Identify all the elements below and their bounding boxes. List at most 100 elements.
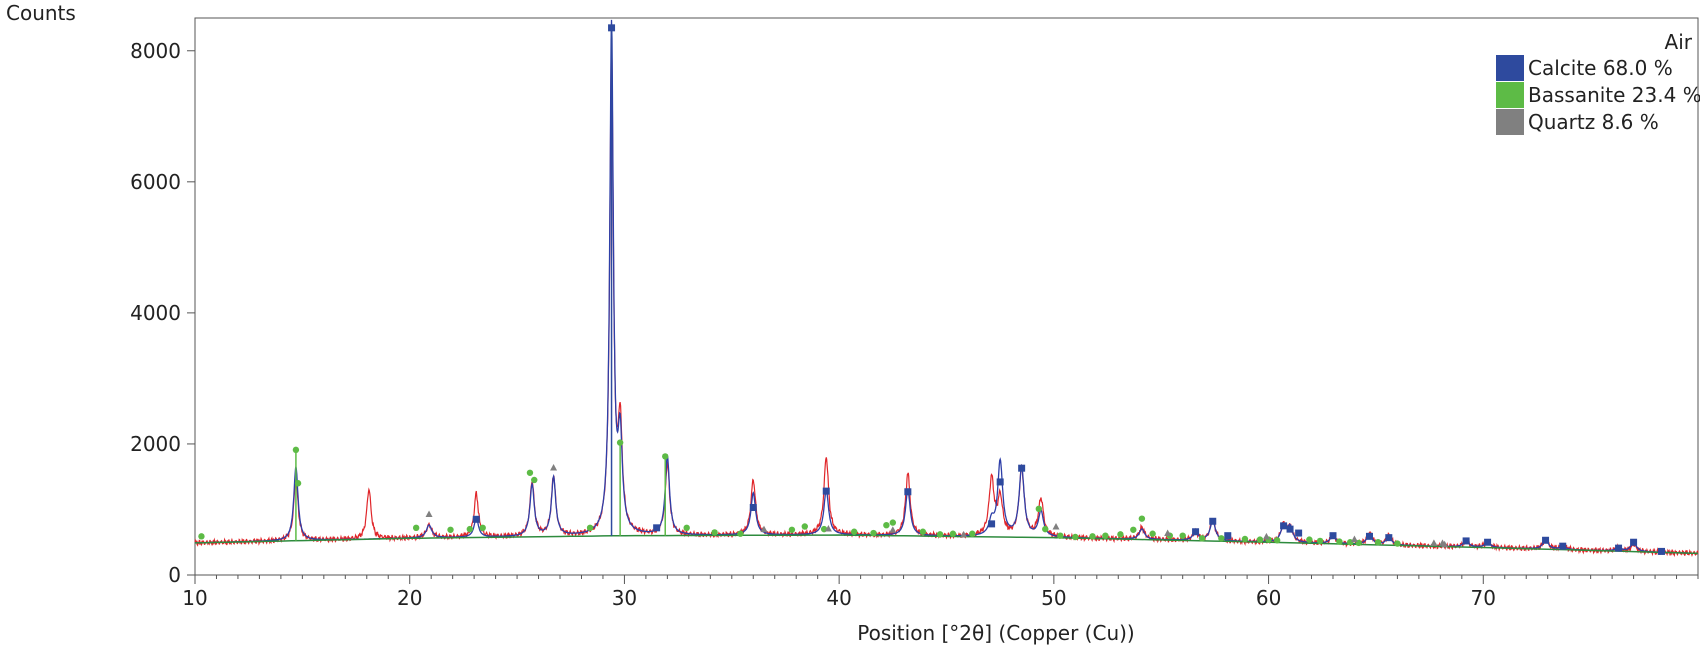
x-tick-label: 50 (1041, 586, 1066, 610)
bassanite-marker (883, 521, 890, 529)
bassanite-marker (1241, 535, 1249, 543)
bassanite-marker (1102, 532, 1109, 539)
bassanite-marker (479, 524, 486, 532)
bassanite-marker (1130, 526, 1137, 533)
bassanite-marker (969, 530, 976, 537)
y-tick-label: 0 (168, 563, 181, 587)
calcite-marker (1484, 538, 1492, 546)
calcite-marker (1295, 529, 1303, 537)
bassanite-marker (683, 524, 690, 532)
calcite-marker (1018, 464, 1026, 472)
bassanite-marker (889, 519, 897, 526)
x-tick-label: 20 (397, 586, 422, 610)
legend-label: Bassanite 23.4 % (1528, 83, 1700, 107)
bassanite-marker (1336, 538, 1343, 545)
legend-title: Air (1665, 30, 1693, 54)
quartz-marker (1052, 523, 1060, 530)
bassanite-marker (1035, 505, 1043, 513)
legend-swatch (1496, 82, 1524, 108)
calcite-marker (749, 504, 757, 512)
y-tick-label: 6000 (130, 170, 181, 194)
quartz-marker (1350, 535, 1358, 542)
bassanite-marker (1179, 532, 1186, 539)
calcite-marker (653, 524, 661, 532)
bassanite-marker (198, 533, 205, 540)
bassanite-marker (1057, 532, 1064, 539)
bassanite-marker (294, 480, 302, 487)
bassanite-marker (447, 526, 454, 533)
legend-swatch (1496, 109, 1524, 135)
x-tick-label: 60 (1256, 586, 1281, 610)
bassanite-marker (586, 524, 594, 532)
calcite-marker (904, 488, 912, 496)
calcite-marker (608, 24, 616, 32)
calcite-marker (1542, 536, 1550, 544)
bassanite-marker (788, 526, 796, 533)
bassanite-marker (936, 531, 944, 538)
bassanite-marker (662, 453, 669, 460)
y-tick-label: 8000 (130, 39, 181, 63)
x-tick-label: 30 (612, 586, 637, 610)
plot-area: 0 2000 4000 6000 8000 10 20 30 40 50 60 70 (130, 17, 1699, 610)
calcite-marker (1329, 532, 1337, 540)
bassanite-marker (1394, 540, 1401, 547)
bassanite-marker (870, 529, 877, 537)
bassanite-marker (531, 476, 538, 484)
quartz-marker (1164, 529, 1172, 537)
bassanite-marker (1149, 530, 1156, 537)
bassanite-marker (711, 529, 718, 536)
bassanite-marker (1273, 537, 1281, 544)
bassanite-marker (1316, 537, 1324, 545)
y-tick-label: 4000 (130, 301, 181, 325)
calcite-marker (1209, 517, 1217, 525)
legend: Air Calcite 68.0 % Bassanite 23.4 % Quartz… (1496, 30, 1700, 135)
quartz-marker (1430, 539, 1438, 546)
x-tick-label: 40 (826, 586, 851, 610)
bassanite-marker (1072, 533, 1079, 541)
bassanite-marker (526, 469, 534, 476)
calcite-marker (996, 478, 1004, 486)
calcite-marker (1559, 542, 1567, 550)
quartz-marker (760, 525, 768, 533)
bassanite-marker (616, 439, 624, 446)
x-tick-label: 70 (1471, 586, 1496, 610)
bassanite-marker (737, 530, 744, 537)
quartz-marker (550, 464, 558, 471)
bassanite-marker (850, 528, 858, 535)
y-axis-label: Counts (6, 1, 76, 25)
bassanite-marker (1218, 535, 1225, 542)
calcite-marker (1657, 547, 1665, 555)
bassanite-marker (1138, 515, 1146, 522)
x-axis-label: Position [°2θ] (Copper (Cu)) (857, 621, 1134, 645)
calcite-marker (1385, 534, 1393, 542)
bassanite-marker (1117, 531, 1124, 538)
quartz-marker (960, 530, 968, 538)
bassanite-marker (466, 525, 474, 533)
bassanite-marker (1042, 525, 1049, 533)
legend-label: Calcite 68.0 % (1528, 56, 1673, 80)
legend-swatch (1496, 55, 1524, 81)
calcite-marker (1280, 522, 1288, 530)
calcite-marker (472, 515, 480, 523)
bassanite-marker (1306, 536, 1313, 543)
calcite-marker (1630, 538, 1638, 546)
bassanite-marker (801, 523, 808, 530)
calcite-marker (988, 520, 996, 528)
calcite-marker (822, 487, 830, 495)
bassanite-marker (1089, 533, 1096, 540)
calcite-marker (1286, 525, 1294, 533)
y-tick-label: 2000 (130, 432, 181, 456)
quartz-marker (889, 526, 897, 533)
calcite-marker (1224, 532, 1232, 540)
quartz-marker (824, 524, 832, 532)
bassanite-marker (292, 446, 300, 454)
bassanite-marker (949, 530, 957, 537)
bassanite-marker (919, 528, 927, 535)
quartz-marker (1262, 532, 1270, 540)
bassanite-marker (1374, 539, 1382, 546)
calcite-marker (1615, 544, 1623, 552)
calcite-marker (1192, 528, 1200, 536)
legend-label: Quartz 8.6 % (1528, 110, 1659, 134)
